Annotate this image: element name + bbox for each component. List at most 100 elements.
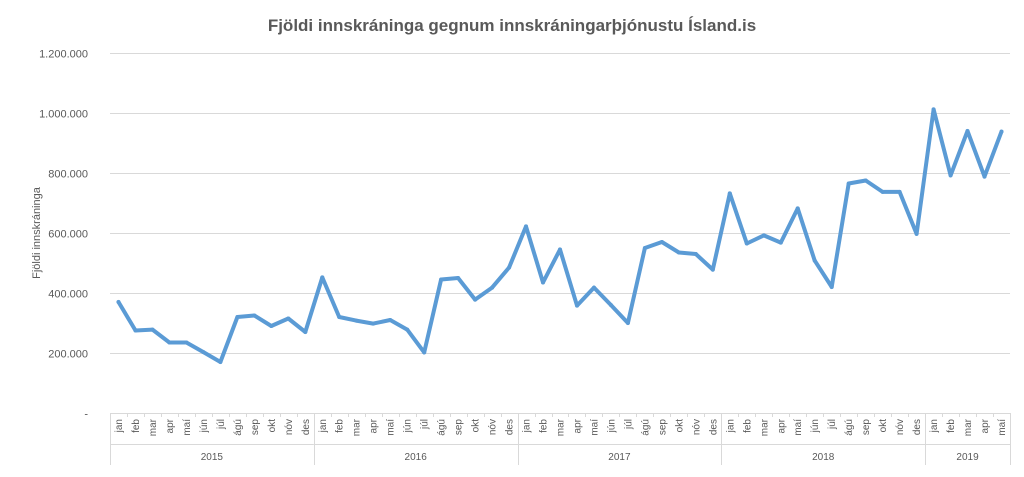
x-tick-label: sep [454,419,465,436]
data-point [999,129,1004,134]
data-point [337,315,342,319]
data-point [592,285,596,290]
y-tick-label: 400.000 [48,289,88,301]
data-point [931,107,936,112]
x-tick-label: apr [572,418,583,433]
year-label: 2017 [608,452,631,463]
data-point [761,233,766,238]
year-label: 2019 [956,452,979,463]
x-tick-label: maí [589,419,600,436]
x-tick-label: feb [742,419,753,433]
x-tick-label: feb [131,419,142,433]
x-tick-label: ágú [640,419,651,436]
x-tick-label: jan [114,419,125,433]
data-point [133,328,138,333]
y-tick-label: 800.000 [48,169,88,181]
x-tick-label: ágú [233,419,244,436]
x-tick-label: júl [216,419,227,430]
x-tick-label: sep [861,419,872,436]
data-point [252,313,257,318]
x-tick-label: jan [929,419,940,433]
data-point [320,275,325,280]
x-tick-label: des [708,419,719,435]
x-tick-label: mar [352,418,363,436]
year-label: 2016 [405,452,428,463]
y-tick-label: 200.000 [48,349,88,361]
x-tick-label: mar [963,418,974,436]
x-tick-label: sep [250,419,261,436]
x-tick-label: nóv [691,419,702,435]
data-point [676,250,681,255]
x-tick-label: ágú [844,419,855,436]
data-point [303,330,308,334]
y-tick-labels: - 200.000 400.000 600.000 800.000 1.000.000 1.… [39,49,88,421]
series-line-path [116,107,1004,364]
data-point [982,174,987,179]
x-tick-label: apr [165,418,176,433]
data-point [608,303,613,307]
data-point [354,318,359,323]
x-tick-label: mar [148,418,159,436]
data-point [150,327,155,332]
x-tick-label: des [912,419,923,435]
data-point [167,340,172,345]
data-point [863,178,868,183]
series-line [116,107,1004,364]
data-point [405,327,410,332]
year-label: 2018 [812,452,835,463]
data-point [541,280,545,285]
x-tick-label: feb [539,419,550,433]
data-point [269,324,274,328]
data-point [439,277,444,282]
x-tick-label: feb [946,419,957,433]
x-tick-label: maí [386,419,397,436]
x-tick-label: okt [267,419,278,433]
data-point [948,173,953,178]
gridlines [110,53,1010,354]
x-tick-label: nóv [488,419,499,435]
y-axis-label: Fjöldi innskráninga [31,186,43,279]
data-point [184,340,189,345]
data-point [744,241,749,246]
x-tick-label: jan [522,419,533,433]
chart-title: Fjöldi innskráninga gegnum innskráningar… [268,16,756,35]
data-point [575,303,579,308]
data-point [693,252,698,256]
data-point [727,191,732,196]
data-point [473,297,478,302]
data-point [388,318,393,322]
x-tick-label: jún [199,419,210,433]
x-tick-label: nóv [284,419,295,435]
x-tick-label: júl [420,419,431,430]
x-tick-label: jún [606,419,617,433]
x-tick-label: júl [623,419,634,430]
data-point [558,247,562,252]
x-tick-label: mar [759,418,770,436]
x-tick-label: nóv [895,419,906,435]
x-tick-label: apr [980,418,991,433]
data-point [422,350,427,355]
data-point [116,300,121,304]
x-tick-label: jan [318,419,329,433]
y-tick-label: 1.000.000 [39,109,88,121]
x-tick-label: mar [556,418,567,436]
data-point [218,360,223,364]
data-point [490,285,495,290]
data-point [778,240,783,245]
x-tick-label: jún [403,419,414,433]
x-tick-label: jan [725,419,736,433]
x-tick-label: sep [657,419,668,436]
data-point [914,231,919,236]
x-tick-label: okt [674,419,685,433]
y-tick-label: 600.000 [48,229,88,241]
x-tick-label: apr [369,418,380,433]
year-label: 2015 [201,452,224,463]
data-point [625,321,630,325]
y-tick-label: - [84,409,88,421]
data-point [795,206,800,211]
data-point [846,181,851,186]
x-tick-label: okt [471,419,482,433]
y-tick-label: 1.200.000 [39,49,88,61]
x-tick-label: jún [810,419,821,433]
